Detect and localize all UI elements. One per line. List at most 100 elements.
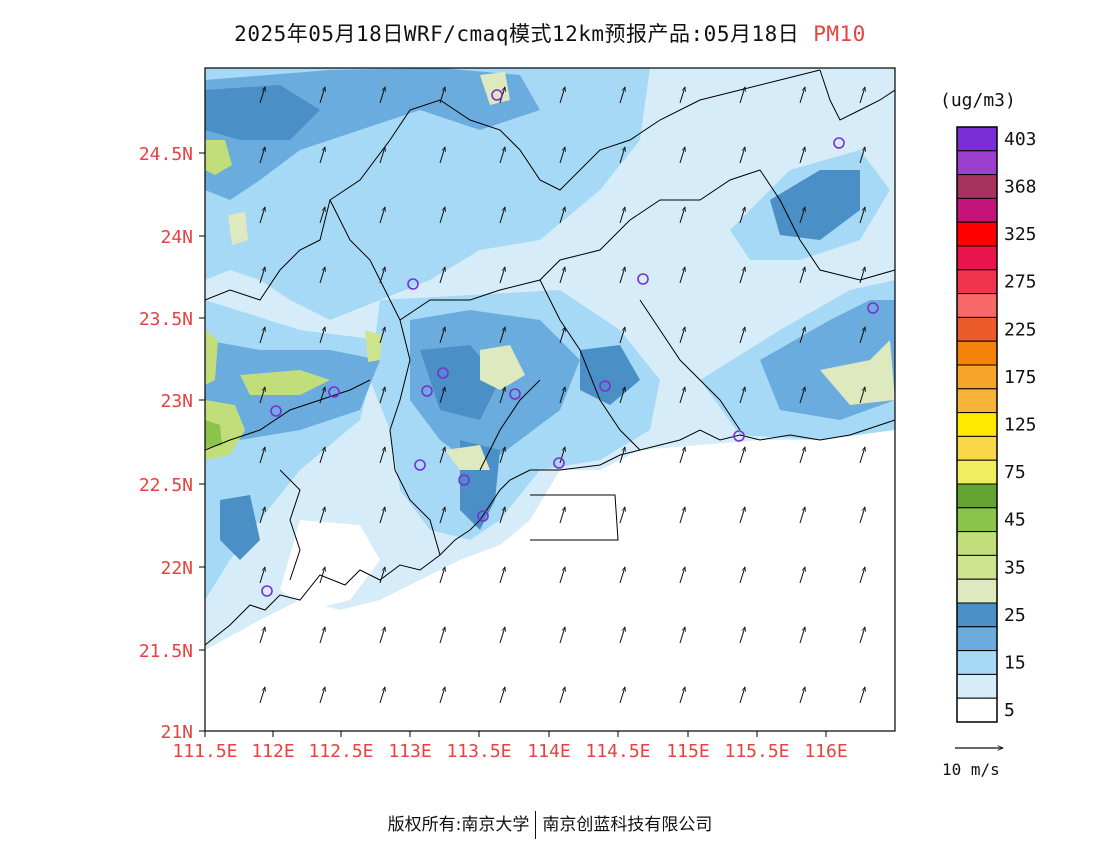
wind-arrow [319,87,325,104]
latitude-labels: 24.5N 24N 23.5N 23N 22.5N 22N 21.5N 21N [139,144,205,743]
legend-swatch [956,602,998,628]
legend-swatch [956,435,998,461]
legend-swatch [956,507,998,533]
wind-arrow [259,327,265,344]
legend-swatch [956,126,998,152]
wind-arrow [679,207,685,224]
wind-arrow [559,507,565,524]
wind-arrow [499,447,505,464]
wind-arrow [499,207,505,224]
wind-arrow [859,207,865,224]
wind-arrow [679,267,685,284]
wind-arrow [739,567,745,584]
wind-arrow [859,627,865,644]
lat-label: 23.5N [139,309,193,330]
wind-arrow [319,387,325,404]
wind-arrow [679,507,685,524]
wind-arrow [499,327,505,344]
wind-arrow [379,447,385,464]
wind-arrow [739,387,745,404]
wind-arrow [499,567,505,584]
station-marker [437,367,449,379]
footer-separator [535,811,537,839]
legend-swatch [956,459,998,485]
wind-arrow [739,87,745,104]
lat-label: 22N [160,558,193,579]
wind-arrow [259,87,265,104]
legend-swatch [956,578,998,604]
wind-arrow [439,507,445,524]
wind-arrow [799,207,805,224]
wind-arrow [439,447,445,464]
legend-label: 45 [1004,510,1026,531]
legend-swatch [956,483,998,509]
wind-arrow [379,387,385,404]
wind-scale-label: 10 m/s [942,760,1000,779]
wind-arrow [499,387,505,404]
wind-arrow [319,567,325,584]
legend-colorbar: 403 368 325 275 225 175 125 75 45 35 25 15 5 [956,126,1037,723]
legend-swatch [956,269,998,295]
wind-arrow [379,267,385,284]
wind-arrow [859,267,865,284]
lon-label: 114.5E [585,741,650,762]
wind-arrow [559,627,565,644]
wind-arrow [799,687,805,704]
wind-arrow [559,267,565,284]
boundaries [205,69,895,646]
wind-arrow [619,267,625,284]
wind-arrow [799,147,805,164]
station-marker [491,89,503,101]
wind-arrow [319,507,325,524]
lon-label: 111.5E [172,741,237,762]
station-marker [733,430,745,442]
wind-arrow [739,207,745,224]
wind-arrow [559,87,565,104]
legend-swatch [956,221,998,247]
station-marker [509,388,521,400]
legend-swatch [956,340,998,366]
wind-arrow [739,507,745,524]
wind-arrow [259,147,265,164]
wind-arrow [439,687,445,704]
legend-label: 15 [1004,653,1026,674]
lon-label: 113.5E [446,741,511,762]
legend-label: 325 [1004,224,1037,245]
legend-swatch [956,531,998,556]
wind-arrow [499,147,505,164]
wind-arrow [679,327,685,344]
wind-arrow [379,507,385,524]
lat-label: 21N [160,722,193,743]
wind-arrow [259,507,265,524]
lat-label: 23N [160,391,193,412]
wind-arrow [679,447,685,464]
wind-arrow [679,147,685,164]
legend-swatch [956,316,998,342]
company-text: 南京创蓝科技有限公司 [542,815,713,835]
wind-arrow [739,447,745,464]
wind-arrow [379,147,385,164]
wind-arrow [379,567,385,584]
wind-arrow [679,627,685,644]
legend-swatch [956,554,998,580]
station-marker [328,386,340,398]
lon-label: 112.5E [308,741,373,762]
wind-arrow [799,267,805,284]
wind-arrow [679,687,685,704]
wind-arrow [739,627,745,644]
wind-arrow [559,147,565,164]
legend-swatch [956,412,998,437]
legend-label: 125 [1004,415,1037,436]
copyright-text: 版权所有:南京大学 [387,815,530,835]
wind-arrow [799,327,805,344]
wind-arrow [319,627,325,644]
wind-arrow [859,447,865,464]
station-marker [407,278,419,290]
wind-arrow [439,207,445,224]
station-marker [599,380,611,392]
legend-swatch [956,174,998,199]
wind-arrow [439,327,445,344]
wind-vectors [259,87,865,704]
wind-arrow [319,687,325,704]
